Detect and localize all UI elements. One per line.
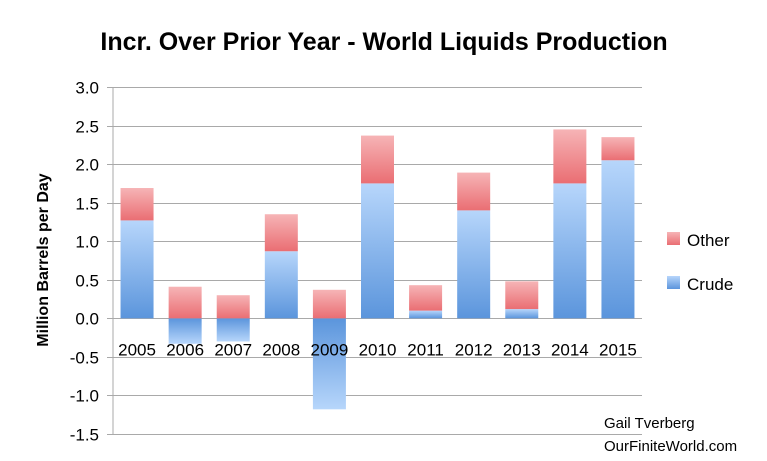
bar-crude-2006 <box>168 318 202 344</box>
chart-title: Incr. Over Prior Year - World Liquids Pr… <box>100 28 667 56</box>
bar-other-2015 <box>601 137 635 161</box>
x-tick-label: 2010 <box>359 340 397 359</box>
x-tick-label: 2007 <box>214 340 252 359</box>
bar-crude-2012 <box>457 210 491 319</box>
legend-label-crude: Crude <box>687 275 733 294</box>
bar-other-2006 <box>168 286 202 319</box>
bar-crude-2013 <box>505 309 539 319</box>
y-tick-label: 2.5 <box>75 118 99 137</box>
y-tick-label: 1.5 <box>75 195 99 214</box>
bar-other-2007 <box>216 295 250 319</box>
credit-author: Gail Tverberg <box>604 415 695 432</box>
x-tick-label: 2013 <box>503 340 541 359</box>
x-tick-label: 2006 <box>166 340 204 359</box>
bar-crude-2011 <box>409 310 443 319</box>
y-tick-label: -0.5 <box>70 349 99 368</box>
y-tick-label: 1.0 <box>75 233 99 252</box>
bar-other-2011 <box>409 285 443 311</box>
x-axis-ticks: 2005 2006 2007 2008 2009 2010 2011 2012 2013 2014… <box>118 340 637 359</box>
y-tick-label: 2.0 <box>75 156 99 175</box>
bar-crude-2015 <box>601 160 635 319</box>
y-tick-label: 3.0 <box>75 79 99 98</box>
legend: Other Crude <box>667 231 733 294</box>
y-axis-label: Million Barrels per Day <box>35 173 52 346</box>
bar-other-2010 <box>361 135 394 184</box>
legend-swatch-other <box>667 232 680 245</box>
x-tick-label: 2015 <box>599 340 637 359</box>
y-tick-label: 0.0 <box>75 310 99 329</box>
bar-other-2005 <box>120 188 154 221</box>
x-tick-label: 2011 <box>407 340 444 359</box>
bar-other-2012 <box>457 172 491 211</box>
bar-other-2014 <box>553 129 587 184</box>
x-tick-label: 2014 <box>551 340 589 359</box>
x-tick-label: 2009 <box>310 340 348 359</box>
bar-crude-2014 <box>553 183 587 319</box>
y-tick-label: 0.5 <box>75 272 99 291</box>
x-tick-label: 2005 <box>118 340 156 359</box>
bar-other-2008 <box>264 214 298 252</box>
bar-other-2013 <box>505 281 539 310</box>
y-tick-label: -1.5 <box>70 426 99 445</box>
bars <box>120 129 635 410</box>
bar-crude-2008 <box>264 251 298 319</box>
bar-crude-2005 <box>120 220 154 319</box>
credit-site: OurFiniteWorld.com <box>604 438 737 455</box>
legend-label-other: Other <box>687 231 730 250</box>
bar-crude-2010 <box>361 183 394 319</box>
bar-crude-2007 <box>216 318 250 342</box>
x-tick-label: 2012 <box>455 340 493 359</box>
bar-crude-2009 <box>312 318 346 410</box>
legend-swatch-crude <box>667 276 680 289</box>
x-tick-label: 2008 <box>262 340 300 359</box>
bar-other-2009 <box>312 289 346 319</box>
y-axis-ticks: 3.0 2.5 2.0 1.5 1.0 0.5 0.0 -0.5 -1.0 -1.5 <box>70 79 99 445</box>
y-tick-label: -1.0 <box>70 387 99 406</box>
